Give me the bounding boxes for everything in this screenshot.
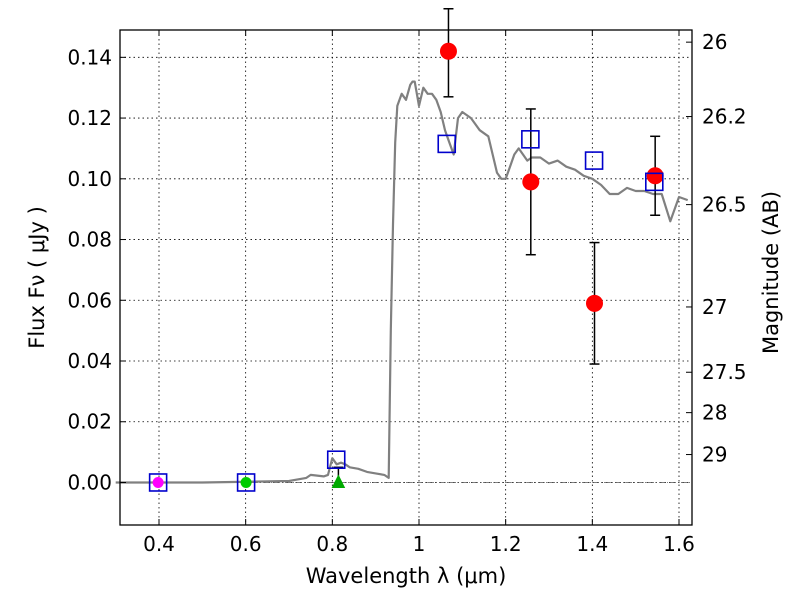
right-tick-label-0: 26	[702, 30, 727, 54]
observed-point-1	[522, 173, 540, 191]
data-markers	[148, 42, 664, 492]
model-square-4	[521, 130, 540, 149]
plot-frame	[119, 29, 693, 526]
non-detection-triangle-0	[331, 474, 346, 488]
sed-line	[115, 80, 689, 484]
x-axis-ticks: 0.4 0.6 0.8 1 1.2 1.4 1.6	[143, 30, 695, 556]
right-tick-label-6: 29	[702, 443, 727, 467]
x-tick-label-3: 1	[413, 532, 426, 556]
right-axis-ticks: 26 26.2 26.5 27 27.5 28 29	[686, 30, 747, 467]
right-tick-label-1: 26.2	[702, 105, 747, 129]
observed-point-0	[439, 42, 457, 60]
low-wavelength-point-1	[240, 476, 252, 488]
model-sed-series	[115, 80, 689, 484]
y-tick-label-6: 0.12	[67, 106, 112, 130]
x-axis-label: Wavelength λ (μm)	[306, 564, 507, 588]
error-bars	[333, 7, 661, 483]
y-tick-label-7: 0.14	[67, 45, 112, 69]
model-square-5	[584, 151, 604, 170]
y-tick-label-1: 0.02	[67, 410, 112, 434]
right-axis-label: Magnitude (AB)	[759, 191, 783, 354]
x-tick-label-0: 0.4	[143, 532, 175, 556]
observed-point-2	[586, 294, 603, 312]
y-axis-label: Flux Fν ( μJy )	[25, 206, 49, 349]
model-square-0	[148, 473, 168, 492]
y-tick-label-4: 0.08	[67, 228, 112, 252]
model-square-6	[644, 172, 664, 192]
low-wavelength-point-0	[152, 476, 164, 488]
x-tick-label-4: 1.2	[490, 532, 522, 556]
y-tick-label-2: 0.04	[67, 349, 112, 373]
x-tick-label-6: 1.6	[663, 532, 695, 556]
right-tick-label-4: 27.5	[702, 360, 747, 384]
y-tick-label-5: 0.10	[67, 167, 112, 191]
x-tick-label-2: 0.8	[316, 532, 348, 556]
x-tick-label-5: 1.4	[576, 532, 608, 556]
model-square-3	[437, 134, 457, 154]
y-tick-label-0: 0.00	[67, 470, 112, 494]
model-square-1	[236, 473, 256, 492]
right-tick-label-5: 28	[702, 401, 727, 425]
grid-lines	[120, 30, 692, 525]
y-tick-label-3: 0.06	[67, 288, 112, 312]
observed-point-3	[646, 167, 664, 185]
right-tick-label-3: 27	[702, 295, 727, 319]
x-tick-label-1: 0.6	[230, 532, 262, 556]
y-axis-ticks: 0.00 0.02 0.04 0.06 0.08 0.10 0.12 0.14	[67, 45, 126, 494]
right-tick-label-2: 26.5	[702, 193, 747, 217]
model-square-2	[326, 450, 346, 470]
